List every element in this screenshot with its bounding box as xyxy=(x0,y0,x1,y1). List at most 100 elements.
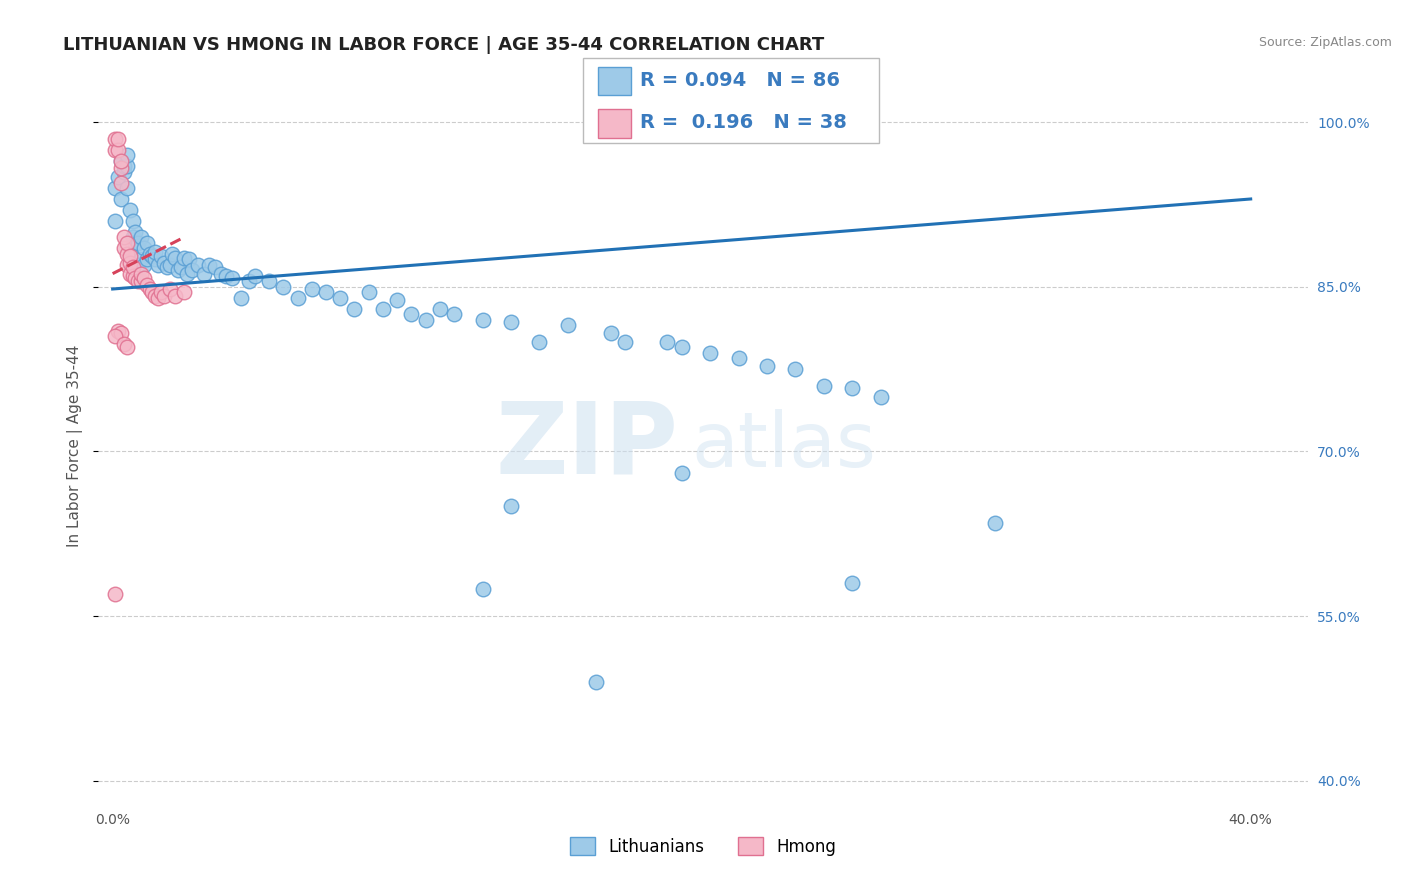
Point xyxy=(273,280,295,294)
Point xyxy=(415,312,437,326)
Point xyxy=(127,274,149,288)
Point xyxy=(357,285,380,300)
Point xyxy=(129,274,152,288)
Point xyxy=(699,345,721,359)
Text: ZIP: ZIP xyxy=(496,398,679,494)
Point xyxy=(143,288,166,302)
Point xyxy=(107,169,129,184)
Point xyxy=(143,244,166,259)
Point xyxy=(301,282,323,296)
Point xyxy=(229,291,252,305)
Point xyxy=(159,282,181,296)
Point xyxy=(429,301,451,316)
Point xyxy=(129,252,152,267)
Point xyxy=(529,334,551,349)
Point xyxy=(785,362,807,376)
Point xyxy=(443,307,465,321)
Point xyxy=(153,288,176,302)
Point xyxy=(124,225,146,239)
Legend: Lithuanians, Hmong: Lithuanians, Hmong xyxy=(564,830,842,863)
Point xyxy=(118,267,141,281)
Point xyxy=(173,285,195,300)
Point xyxy=(162,247,184,261)
Point xyxy=(150,285,173,300)
Point xyxy=(104,181,127,195)
Point xyxy=(841,576,863,591)
Text: atlas: atlas xyxy=(690,409,876,483)
Point xyxy=(138,282,160,296)
Point xyxy=(401,307,423,321)
Point xyxy=(471,312,494,326)
Point xyxy=(121,230,143,244)
Point xyxy=(150,249,173,263)
Point xyxy=(112,337,135,351)
Text: R =  0.196   N = 38: R = 0.196 N = 38 xyxy=(640,113,846,132)
Point xyxy=(198,258,221,272)
Point xyxy=(165,288,187,302)
Point xyxy=(257,274,280,288)
Point xyxy=(115,159,138,173)
Point xyxy=(115,148,138,162)
Point xyxy=(156,260,179,274)
Point xyxy=(499,500,522,514)
Point xyxy=(127,235,149,250)
Point xyxy=(110,153,132,168)
Point xyxy=(869,390,891,404)
Point xyxy=(471,582,494,596)
Point xyxy=(599,326,621,340)
Point xyxy=(110,153,132,168)
Point xyxy=(135,252,157,267)
Point xyxy=(343,301,366,316)
Point xyxy=(187,258,209,272)
Point xyxy=(132,241,155,255)
Point xyxy=(215,268,238,283)
Point xyxy=(110,326,132,340)
Point xyxy=(135,235,157,250)
Point xyxy=(209,267,232,281)
Point xyxy=(110,161,132,176)
Point xyxy=(115,340,138,354)
Text: LITHUANIAN VS HMONG IN LABOR FORCE | AGE 35-44 CORRELATION CHART: LITHUANIAN VS HMONG IN LABOR FORCE | AGE… xyxy=(63,36,824,54)
Point xyxy=(557,318,579,333)
Point xyxy=(385,293,408,307)
Point xyxy=(104,329,127,343)
Point xyxy=(193,267,215,281)
Point xyxy=(112,164,135,178)
Point xyxy=(132,258,155,272)
Point xyxy=(243,268,266,283)
Point xyxy=(104,131,127,145)
Point xyxy=(115,235,138,250)
Point xyxy=(141,285,163,300)
Point xyxy=(143,252,166,267)
Point xyxy=(204,260,226,274)
Point xyxy=(329,291,352,305)
Point xyxy=(121,260,143,274)
Point xyxy=(153,255,176,269)
Point xyxy=(118,247,141,261)
Point xyxy=(146,291,169,305)
Point xyxy=(165,252,187,266)
Point xyxy=(138,247,160,261)
Point xyxy=(657,334,679,349)
Point xyxy=(173,252,195,266)
Point xyxy=(118,249,141,263)
Text: Source: ZipAtlas.com: Source: ZipAtlas.com xyxy=(1258,36,1392,49)
Point xyxy=(104,143,127,157)
Point xyxy=(315,285,337,300)
Point xyxy=(104,214,127,228)
Point xyxy=(159,258,181,272)
Point xyxy=(129,230,152,244)
Point xyxy=(179,252,201,267)
Point xyxy=(671,467,693,481)
Point xyxy=(121,268,143,283)
Point xyxy=(181,263,204,277)
Point xyxy=(112,230,135,244)
Point xyxy=(170,260,193,274)
Point xyxy=(499,315,522,329)
Point xyxy=(124,271,146,285)
Point xyxy=(115,247,138,261)
Point xyxy=(110,192,132,206)
Point xyxy=(107,143,129,157)
Point xyxy=(129,267,152,281)
Point xyxy=(112,241,135,255)
